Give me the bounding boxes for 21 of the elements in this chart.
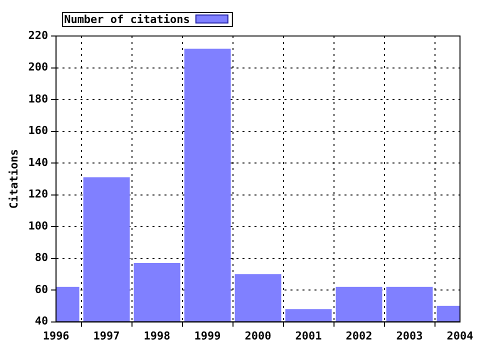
y-axis-title: Citations <box>7 149 20 209</box>
x-tick-label: 2004 <box>446 329 474 342</box>
x-tick-label: 1998 <box>144 329 170 342</box>
x-tick-label: 2001 <box>295 329 322 342</box>
y-tick-label: 180 <box>28 92 48 106</box>
y-tick-label: 200 <box>28 60 48 74</box>
y-tick-label: 100 <box>28 219 48 232</box>
y-tick-label: 40 <box>34 314 48 328</box>
legend-label: Number of citations <box>64 12 190 26</box>
x-tick-label: 1996 <box>42 329 70 342</box>
y-tick-label: 80 <box>34 251 48 264</box>
y-tick-label: 140 <box>28 156 48 169</box>
y-tick-label: 120 <box>28 188 48 201</box>
x-tick-label: 1999 <box>194 329 221 342</box>
x-tick-label: 1997 <box>93 329 120 342</box>
y-tick-label: 60 <box>34 282 48 296</box>
x-tick-label: 2003 <box>396 329 423 342</box>
y-tick-label: 160 <box>28 124 48 138</box>
y-tick-label: 220 <box>28 28 48 42</box>
x-tick-label: 2002 <box>346 329 372 342</box>
x-tick-label: 2000 <box>244 329 272 342</box>
